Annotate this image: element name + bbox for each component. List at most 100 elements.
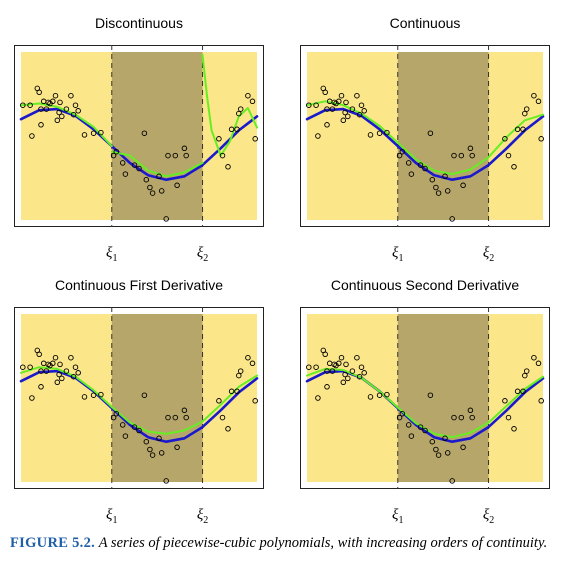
data-point — [98, 129, 104, 136]
data-point — [27, 364, 33, 370]
data-point — [158, 188, 165, 194]
data-point — [429, 438, 436, 445]
data-point — [163, 216, 169, 222]
data-point — [236, 372, 242, 379]
data-point — [81, 132, 88, 138]
data-point — [70, 373, 77, 380]
data-point — [75, 370, 81, 376]
data-point — [469, 414, 475, 421]
data-point — [511, 426, 517, 432]
data-point — [531, 92, 537, 99]
knot-label-2: ξ2 — [483, 245, 494, 264]
data-point — [345, 113, 351, 120]
data-point — [136, 427, 142, 434]
fit-segment-2 — [110, 150, 204, 178]
data-point — [349, 368, 356, 374]
data-point — [20, 102, 26, 108]
data-point — [245, 354, 251, 361]
data-point — [149, 190, 156, 196]
data-point — [252, 398, 258, 404]
data-point — [399, 148, 406, 155]
data-point — [174, 444, 180, 451]
data-point — [399, 410, 406, 417]
middle-region — [397, 314, 489, 482]
data-point — [236, 110, 242, 117]
data-point — [52, 92, 59, 99]
data-point — [181, 407, 188, 414]
data-point — [417, 424, 424, 430]
data-point — [141, 130, 148, 136]
data-point — [122, 171, 129, 177]
panel-title: Continuous First Derivative — [55, 277, 223, 293]
fit-segment-1 — [20, 366, 113, 408]
fit-segment-3 — [201, 374, 258, 423]
data-point — [68, 92, 74, 99]
data-point — [228, 126, 235, 133]
data-point — [38, 106, 44, 112]
data-point — [520, 126, 526, 133]
data-point — [219, 414, 226, 421]
data-point — [324, 106, 330, 112]
data-point — [143, 438, 150, 445]
knot-label-2: ξ2 — [483, 507, 494, 526]
data-point — [435, 190, 442, 196]
fit-segment-2 — [396, 141, 490, 176]
data-point — [340, 117, 347, 124]
data-point — [433, 446, 439, 453]
data-point — [27, 102, 33, 108]
data-point — [306, 102, 312, 108]
data-point — [72, 364, 79, 370]
data-point — [324, 122, 330, 128]
data-point — [43, 106, 50, 112]
data-point — [444, 450, 451, 456]
data-point — [354, 92, 360, 99]
data-point — [458, 152, 465, 159]
data-point — [522, 110, 528, 117]
panel-2: Continuous ξ1 ξ2 — [300, 15, 550, 264]
data-point — [156, 435, 162, 442]
data-point — [59, 375, 65, 382]
data-point — [502, 398, 508, 404]
panel-title: Continuous — [390, 15, 461, 31]
data-point — [511, 164, 517, 170]
data-point — [535, 360, 542, 367]
data-point — [234, 126, 240, 133]
middle-region — [111, 52, 203, 220]
data-point — [172, 414, 179, 421]
data-point — [136, 165, 142, 172]
data-point — [113, 410, 120, 417]
knot-label-1: ξ1 — [106, 507, 117, 526]
data-point — [342, 371, 348, 378]
data-point — [315, 395, 321, 401]
data-point — [313, 102, 319, 108]
data-point — [54, 117, 61, 124]
data-point — [343, 361, 349, 368]
data-point — [376, 392, 383, 398]
data-point — [63, 368, 70, 374]
middle-region — [397, 52, 489, 220]
data-point — [20, 364, 26, 370]
data-point — [90, 130, 97, 136]
data-point — [56, 109, 62, 116]
data-point — [38, 122, 44, 128]
data-point — [367, 132, 374, 138]
data-point — [345, 375, 351, 382]
figure-caption: FIGURE 5.2. A series of piecewise-cubic … — [10, 534, 562, 553]
data-point — [183, 414, 189, 421]
data-point — [252, 136, 258, 142]
panel-1: Discontinuous ξ1 ξ2 — [14, 15, 264, 264]
data-point — [219, 152, 226, 159]
data-point — [361, 108, 367, 114]
data-point — [405, 422, 412, 428]
data-point — [56, 371, 62, 378]
data-point — [376, 130, 383, 136]
data-point — [435, 452, 442, 458]
data-point — [367, 394, 374, 400]
data-point — [36, 89, 42, 96]
data-point — [216, 136, 222, 142]
fit-segment-1 — [20, 102, 113, 148]
knot-label-1: ξ1 — [392, 507, 403, 526]
data-point — [249, 360, 256, 367]
data-point — [57, 99, 63, 106]
data-point — [356, 373, 363, 380]
